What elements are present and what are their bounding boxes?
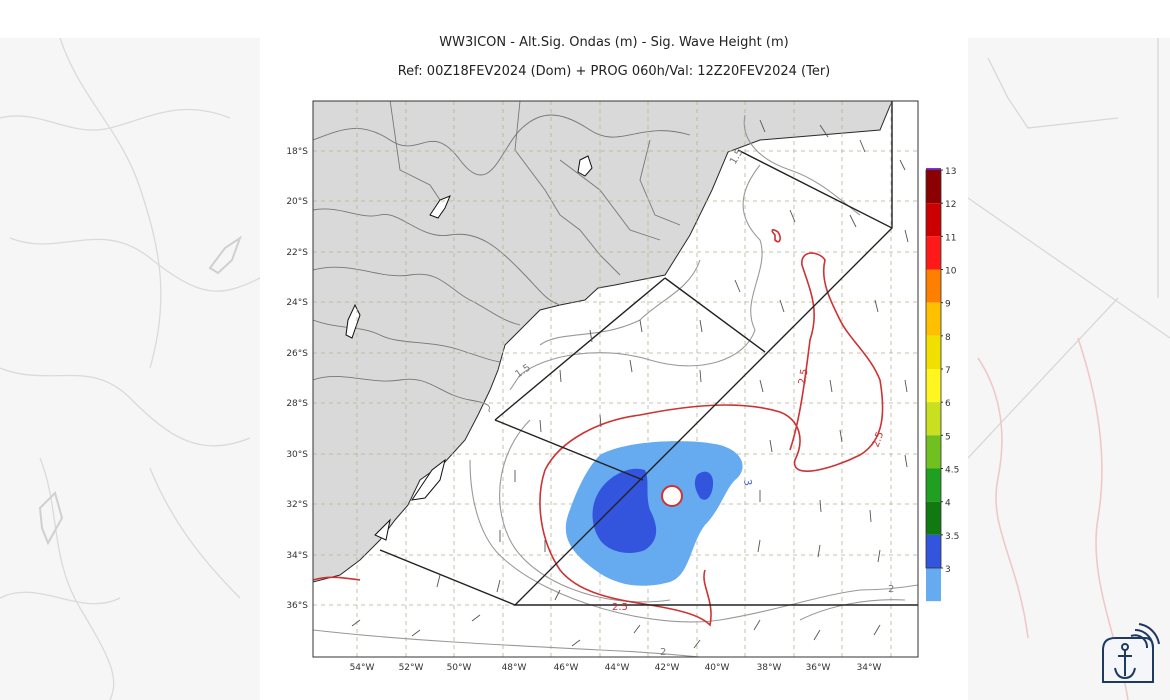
colorbar-label: 3 [945,565,951,575]
colorbar-segment [926,335,941,369]
lat-label: 22°S [286,248,308,258]
lon-label: 36°W [806,663,831,673]
lat-label: 28°S [286,399,308,409]
lon-label: 40°W [705,663,730,673]
colorbar-label: 5 [945,432,951,442]
map-border [312,100,919,658]
colorbar-segment [926,468,941,502]
lon-label: 38°W [757,663,782,673]
lon-label: 42°W [655,663,680,673]
background-right-map [968,38,1170,700]
lon-label: 44°W [605,663,630,673]
colorbar-label: 3.5 [945,532,959,542]
colorbar-label: 9 [945,300,951,310]
contour-label: 2 [660,647,666,658]
lat-label: 34°S [286,551,308,561]
colorbar-label: 8 [945,333,951,343]
lat-label: 26°S [286,349,308,359]
lat-label: 32°S [286,500,308,510]
subdomain-boundaries [379,101,918,606]
colorbar-segment [926,402,941,436]
wave-height-fill-3-5m-east [694,471,714,500]
background-left-map [0,38,260,700]
lon-label: 54°W [350,663,375,673]
colorbar: 13 12 11 10 9 8 7 6 5 4.5 4 3.5 3 [925,167,959,602]
colorbar-label: 10 [945,267,957,277]
colorbar-segment [926,170,941,204]
map-subtitle: Ref: 00Z18FEV2024 (Dom) + PROG 060h/Val:… [397,64,831,79]
contour-label: 3 [741,479,753,487]
wave-height-fill-3-5m [592,468,657,553]
map-title: WW3ICON - Alt.Sig. Ondas (m) - Sig. Wave… [439,35,789,50]
colorbar-label: 12 [945,200,956,210]
colorbar-segment [926,369,941,403]
navy-anchor-logo [1102,623,1160,683]
colorbar-segment [926,534,941,568]
colorbar-segment [926,501,941,535]
lat-label: 30°S [286,450,308,460]
colorbar-segment [926,269,941,303]
lon-label: 48°W [502,663,527,673]
colorbar-segment [926,236,941,270]
contour-label: 2.5 [797,368,811,386]
lat-label: 20°S [286,197,308,207]
contours-grey [313,114,918,657]
wave-direction-arrows [351,119,909,649]
contour-label: 2 [888,584,894,595]
contour-label: 2.5 [870,430,886,449]
colorbar-segment [926,302,941,336]
background-left-panel [0,38,260,700]
contours-red [313,229,884,627]
contour-label: 2.5 [612,602,628,613]
colorbar-label: 11 [945,233,956,243]
colorbar-label: 7 [945,366,951,376]
colorbar-segment [926,203,941,237]
lon-label: 46°W [554,663,579,673]
colorbar-segment [926,568,941,602]
state-borders [313,101,691,413]
lon-label: 52°W [399,663,424,673]
colorbar-segment [926,435,941,469]
lat-label: 24°S [286,298,308,308]
colorbar-label: 4.5 [945,466,959,476]
low-pressure-center [661,485,683,507]
land-south-america [313,101,893,583]
lon-label: 34°W [857,663,882,673]
lagoons [345,155,593,541]
lat-label: 36°S [286,601,308,611]
colorbar-label: 13 [945,167,956,177]
lat-label: 18°S [286,147,308,157]
lon-label: 50°W [447,663,472,673]
colorbar-label: 6 [945,399,951,409]
background-right-panel [968,38,1170,700]
colorbar-label: 4 [945,499,951,509]
